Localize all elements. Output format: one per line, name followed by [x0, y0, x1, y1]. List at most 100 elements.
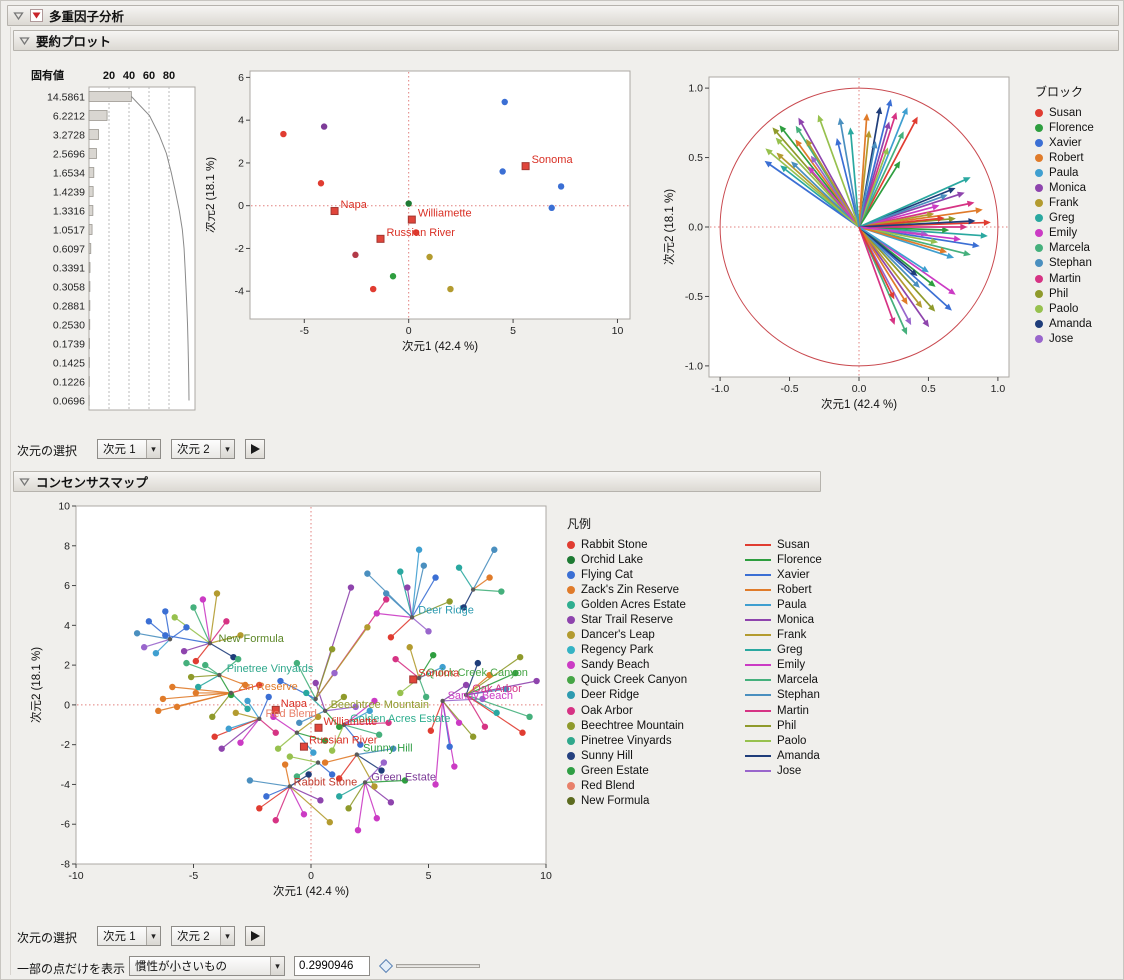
svg-text:5: 5	[426, 870, 432, 882]
play-arrow-icon	[251, 931, 260, 941]
legend-item-jose[interactable]: Jose	[1035, 331, 1094, 346]
threshold-slider[interactable]	[378, 958, 480, 974]
legend-dot-icon	[567, 766, 575, 775]
dim2-select-bottom[interactable]: 次元 2 ▾	[171, 926, 235, 946]
legend-item-paolo[interactable]: Paolo	[1035, 301, 1094, 316]
legend-label: Paula	[1049, 166, 1079, 179]
legend-item-regency-park[interactable]: Regency Park	[567, 643, 719, 658]
legend-item-susan[interactable]: Susan	[1035, 105, 1094, 120]
chevron-down-icon: ▾	[270, 957, 284, 975]
legend-item-frank[interactable]: Frank	[1035, 196, 1094, 211]
dim1-select[interactable]: 次元 1 ▾	[97, 439, 161, 459]
legend-label: New Formula	[581, 795, 650, 808]
legend-item-monica[interactable]: Monica	[745, 612, 822, 627]
legend-item-sandy-beach[interactable]: Sandy Beach	[567, 658, 719, 673]
disclosure-triangle-icon[interactable]	[19, 35, 30, 46]
legend-label: Robert	[1049, 151, 1084, 164]
legend-item-paolo[interactable]: Paolo	[745, 733, 822, 748]
legend-item-sunny-hill[interactable]: Sunny Hill	[567, 748, 719, 763]
legend-item-greg[interactable]: Greg	[1035, 211, 1094, 226]
legend-item-frank[interactable]: Frank	[745, 628, 822, 643]
svg-text:次元1 (42.4 %): 次元1 (42.4 %)	[821, 397, 897, 411]
legend-dot-icon	[567, 616, 575, 625]
legend-item-florence[interactable]: Florence	[745, 552, 822, 567]
legend-item-marcela[interactable]: Marcela	[1035, 241, 1094, 256]
legend-item-stephan[interactable]: Stephan	[745, 688, 822, 703]
legend-dot-icon	[1035, 168, 1043, 177]
legend-item-paula[interactable]: Paula	[1035, 165, 1094, 180]
legend-item-rabbit-stone[interactable]: Rabbit Stone	[567, 537, 719, 552]
legend-item-dancer-s-leap[interactable]: Dancer's Leap	[567, 628, 719, 643]
inertia-filter-select[interactable]: 慣性が小さいもの ▾	[129, 956, 285, 976]
legend-label: Greg	[1049, 212, 1075, 225]
svg-text:-2: -2	[61, 739, 70, 751]
legend-line-swatch	[745, 603, 771, 606]
loading-plot[interactable]: -1.0 -0.5 0.0 0.5 1.0 -1.0 -0.5 0.0 0.5 1.0 次元1 (4…	[661, 63, 1017, 421]
red-triangle-menu-icon[interactable]	[30, 9, 43, 22]
legend-dot-icon	[1035, 259, 1043, 268]
legend-item-quick-creek-canyon[interactable]: Quick Creek Canyon	[567, 673, 719, 688]
legend-item-emily[interactable]: Emily	[745, 658, 822, 673]
svg-text:Golden Acres Estate: Golden Acres Estate	[350, 713, 450, 725]
legend-item-florence[interactable]: Florence	[1035, 120, 1094, 135]
legend-item-robert[interactable]: Robert	[1035, 150, 1094, 165]
legend-item-golden-acres-estate[interactable]: Golden Acres Estate	[567, 597, 719, 612]
legend-item-red-blend[interactable]: Red Blend	[567, 779, 719, 794]
legend-item-green-estate[interactable]: Green Estate	[567, 763, 719, 778]
legend-label: Greg	[777, 644, 803, 657]
legend-item-phil[interactable]: Phil	[1035, 286, 1094, 301]
legend-item-xavier[interactable]: Xavier	[1035, 135, 1094, 150]
legend-label: Jose	[777, 764, 802, 777]
legend-item-robert[interactable]: Robert	[745, 582, 822, 597]
legend-item-zack-s-zin-reserve[interactable]: Zack's Zin Reserve	[567, 582, 719, 597]
eigenvalue-scree-plot[interactable]: 固有値 20 40 60 80 14.5861 6.2212 3.2728 2.5696 1.65…	[29, 63, 204, 415]
legend-label: Phil	[1049, 287, 1069, 300]
threshold-input[interactable]	[294, 956, 370, 976]
legend-item-new-formula[interactable]: New Formula	[567, 794, 719, 809]
legend-dot-icon	[567, 631, 575, 640]
dim1-select-bottom[interactable]: 次元 1 ▾	[97, 926, 161, 946]
apply-dimensions-button[interactable]	[245, 439, 265, 459]
legend-item-oak-arbor[interactable]: Oak Arbor	[567, 703, 719, 718]
legend-line-swatch	[745, 543, 771, 546]
legend-item-jose[interactable]: Jose	[745, 763, 822, 778]
legend-item-emily[interactable]: Emily	[1035, 226, 1094, 241]
legend-dot-icon	[1035, 289, 1043, 298]
legend-item-stephan[interactable]: Stephan	[1035, 256, 1094, 271]
apply-dimensions-button-bottom[interactable]	[245, 926, 265, 946]
legend-item-monica[interactable]: Monica	[1035, 180, 1094, 195]
dim2-select[interactable]: 次元 2 ▾	[171, 439, 235, 459]
legend-item-phil[interactable]: Phil	[745, 718, 822, 733]
legend-item-martin[interactable]: Martin	[1035, 271, 1094, 286]
summary-section-header: 要約プロット	[13, 30, 1119, 51]
score-plot[interactable]: -5 0 5 10 -4 -2 0 2 4 6 次元1 (42.4 %) 次元2 (18.1 %) Na…	[206, 61, 641, 361]
legend-item-paula[interactable]: Paula	[745, 597, 822, 612]
legend-line-swatch	[745, 664, 771, 667]
legend-item-susan[interactable]: Susan	[745, 537, 822, 552]
disclosure-triangle-icon[interactable]	[19, 476, 30, 487]
consensus-map-plot[interactable]: -10 -5 0 5 10 -8 -6 -4 -2 0 2 4 6 8 10 次元1 (42.4 %) 次元2 …	[15, 497, 567, 909]
dim2-select-bottom-value: 次元 2	[177, 931, 210, 943]
legend-item-xavier[interactable]: Xavier	[745, 567, 822, 582]
legend-label: Marcela	[777, 674, 818, 687]
legend-item-pinetree-vinyards[interactable]: Pinetree Vinyards	[567, 733, 719, 748]
legend-item-star-trail-reserve[interactable]: Star Trail Reserve	[567, 612, 719, 627]
chevron-down-icon: ▾	[220, 440, 234, 458]
legend-label: Susan	[777, 538, 810, 551]
slider-thumb-icon[interactable]	[378, 958, 394, 974]
svg-text:2.5696: 2.5696	[53, 149, 85, 161]
legend-item-greg[interactable]: Greg	[745, 643, 822, 658]
dim2-select-value: 次元 2	[177, 444, 210, 456]
consensus-section-title: コンセンサスマップ	[36, 476, 148, 490]
legend-dot-icon	[567, 646, 575, 655]
legend-item-beechtree-mountain[interactable]: Beechtree Mountain	[567, 718, 719, 733]
slider-track[interactable]	[396, 964, 480, 968]
legend-item-marcela[interactable]: Marcela	[745, 673, 822, 688]
legend-item-flying-cat[interactable]: Flying Cat	[567, 567, 719, 582]
legend-item-martin[interactable]: Martin	[745, 703, 822, 718]
legend-item-amanda[interactable]: Amanda	[745, 748, 822, 763]
legend-item-orchid-lake[interactable]: Orchid Lake	[567, 552, 719, 567]
legend-item-amanda[interactable]: Amanda	[1035, 316, 1094, 331]
disclosure-triangle-icon[interactable]	[13, 10, 24, 21]
legend-item-deer-ridge[interactable]: Deer Ridge	[567, 688, 719, 703]
